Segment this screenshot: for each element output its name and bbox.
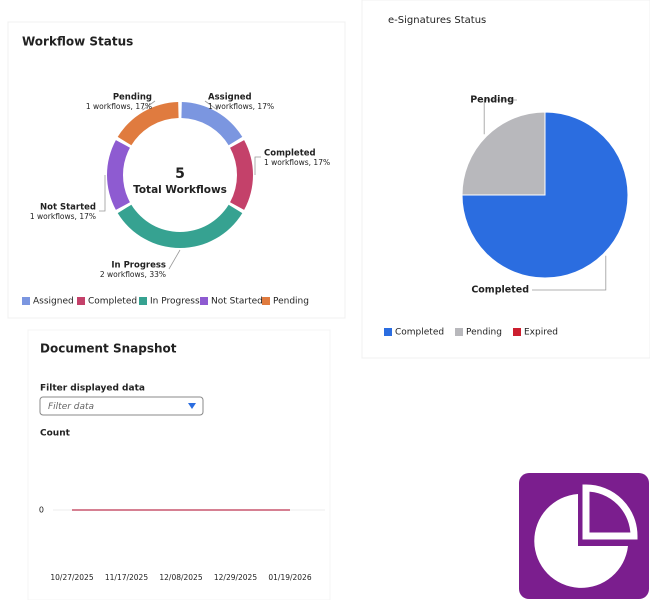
legend-swatch	[262, 297, 270, 305]
leader-line	[142, 100, 156, 111]
donut-segment	[107, 140, 130, 210]
card-title: Document Snapshot	[40, 342, 177, 356]
data-label-name: Pending	[113, 93, 152, 103]
legend-label: Expired	[524, 328, 558, 338]
legend-swatch	[22, 297, 30, 305]
legend-swatch	[455, 328, 463, 336]
pie-slice	[461, 111, 629, 279]
legend-swatch	[384, 328, 392, 336]
data-label-name: Not Started	[40, 203, 96, 213]
data-label: 1 workflows, 17%	[208, 102, 274, 111]
total-value: 5	[175, 166, 185, 182]
x-tick-label: 12/08/2025	[159, 573, 202, 582]
filter-label: Filter displayed data	[40, 384, 145, 394]
dropdown-arrow	[188, 403, 196, 409]
leader-line	[99, 175, 106, 212]
legend-label: Completed	[395, 328, 444, 338]
legend-swatch	[513, 328, 521, 336]
legend-label: Not Started	[211, 297, 263, 307]
legend-swatch	[200, 297, 208, 305]
pie-slice	[461, 111, 546, 196]
x-tick-label: 01/19/2026	[268, 573, 311, 582]
x-tick-label: 11/17/2025	[105, 573, 148, 582]
legend-label: Pending	[466, 328, 502, 338]
data-label-name: Completed	[471, 285, 529, 296]
legend-swatch	[139, 297, 147, 305]
legend-label: Pending	[273, 297, 309, 307]
icon-slice	[582, 484, 638, 540]
legend-label: Assigned	[33, 297, 74, 307]
legend-label: Completed	[88, 297, 137, 307]
legend-swatch	[77, 297, 85, 305]
data-label: 1 workflows, 17%	[264, 158, 330, 167]
leader-line	[168, 249, 181, 270]
card	[7, 21, 346, 319]
x-tick-label: 10/27/2025	[50, 573, 93, 582]
legend-label: In Progress	[150, 297, 200, 307]
axis-title: Count	[40, 429, 71, 439]
data-label: 1 workflows, 17%	[30, 212, 96, 221]
data-label-name: Pending	[470, 95, 514, 106]
data-label-name: In Progress	[111, 261, 166, 271]
card	[27, 329, 331, 601]
y-tick-label: 0	[39, 506, 44, 515]
leader-line	[204, 100, 218, 111]
leader-line	[483, 99, 517, 135]
data-label: 1 workflows, 17%	[86, 102, 152, 111]
leader-line	[532, 255, 607, 291]
donut-segment	[117, 102, 179, 146]
donut-segment	[117, 204, 243, 248]
filter-select[interactable]	[39, 396, 204, 416]
icon-pie	[534, 494, 628, 588]
card-title: e-Signatures Status	[388, 15, 486, 26]
data-label: 2 workflows, 33%	[100, 270, 166, 279]
total-label: Total Workflows	[133, 184, 227, 196]
card-title: Workflow Status	[22, 35, 133, 49]
x-tick-label: 12/29/2025	[214, 573, 257, 582]
data-label-name: Completed	[264, 149, 316, 159]
donut-segment	[181, 102, 243, 146]
filter-placeholder: Filter data	[48, 402, 94, 412]
donut-segment	[230, 140, 253, 210]
leader-line	[254, 156, 261, 175]
data-label-name: Assigned	[208, 93, 252, 103]
